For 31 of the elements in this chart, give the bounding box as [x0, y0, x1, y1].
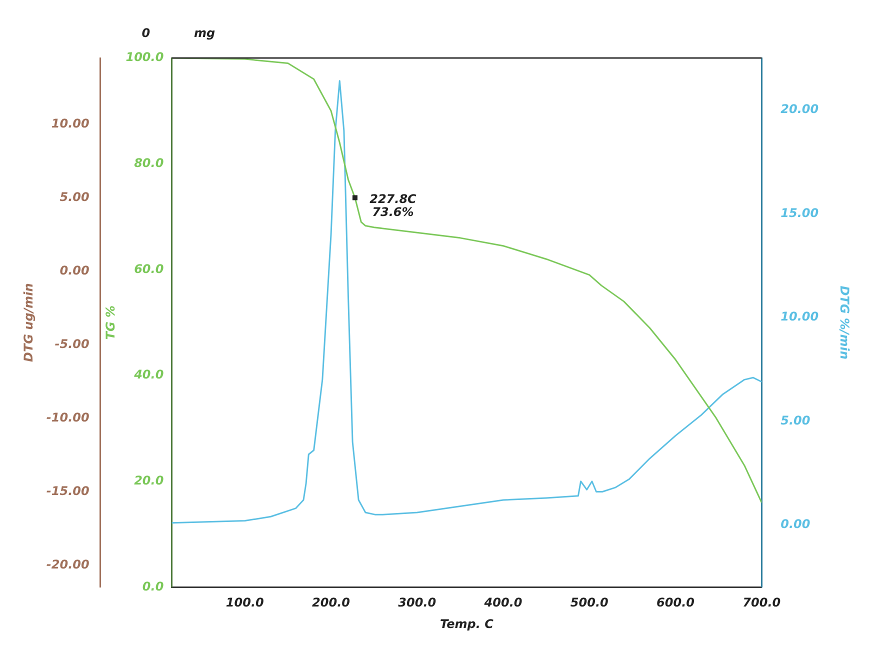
y2-tick-label: 15.00 — [780, 206, 819, 220]
x-tick-label: 200.0 — [312, 596, 350, 610]
x-tick-label: 600.0 — [656, 596, 695, 610]
y2-axis-title: DTG %/min — [838, 286, 852, 360]
x-axis-title: Temp. C — [440, 616, 494, 631]
y3-tick-label: -20.00 — [46, 557, 90, 572]
y-tick-label: 100.0 — [126, 50, 164, 64]
x-tick-label: 500.0 — [570, 596, 608, 610]
y3-tick-label: 5.00 — [60, 190, 90, 204]
y2-tick-label: 0.00 — [780, 517, 810, 532]
y-tick-label: 0.0 — [142, 579, 164, 594]
y2-tick-label: 20.00 — [780, 102, 819, 116]
y-axis-title: TG % — [104, 305, 118, 340]
y-tick-label: 80.0 — [134, 156, 164, 170]
x-tick-label: 400.0 — [483, 596, 522, 610]
y-tick-label: 40.0 — [133, 368, 164, 382]
y3-tick-label: 0.00 — [60, 263, 90, 278]
y3-tick-label: -15.00 — [46, 484, 90, 498]
text: 0 mg — [142, 26, 216, 40]
y3-axis-title: DTG ug/min — [21, 283, 36, 362]
y2-tick-label: 5.00 — [780, 413, 810, 428]
x-tick-label: 300.0 — [398, 596, 436, 610]
y3-tick-label: -5.00 — [54, 336, 90, 351]
y3-tick-label: -10.00 — [46, 410, 90, 424]
x-tick-label: 700.0 — [742, 596, 781, 610]
annotation: 227.8C 73.6% — [370, 192, 417, 219]
y2-tick-label: 10.00 — [780, 310, 819, 324]
x-tick-label: 100.0 — [226, 596, 264, 610]
y-tick-label: 60.0 — [134, 262, 164, 276]
y3-tick-label: 10.00 — [51, 116, 90, 130]
y-tick-label: 20.0 — [134, 473, 164, 488]
